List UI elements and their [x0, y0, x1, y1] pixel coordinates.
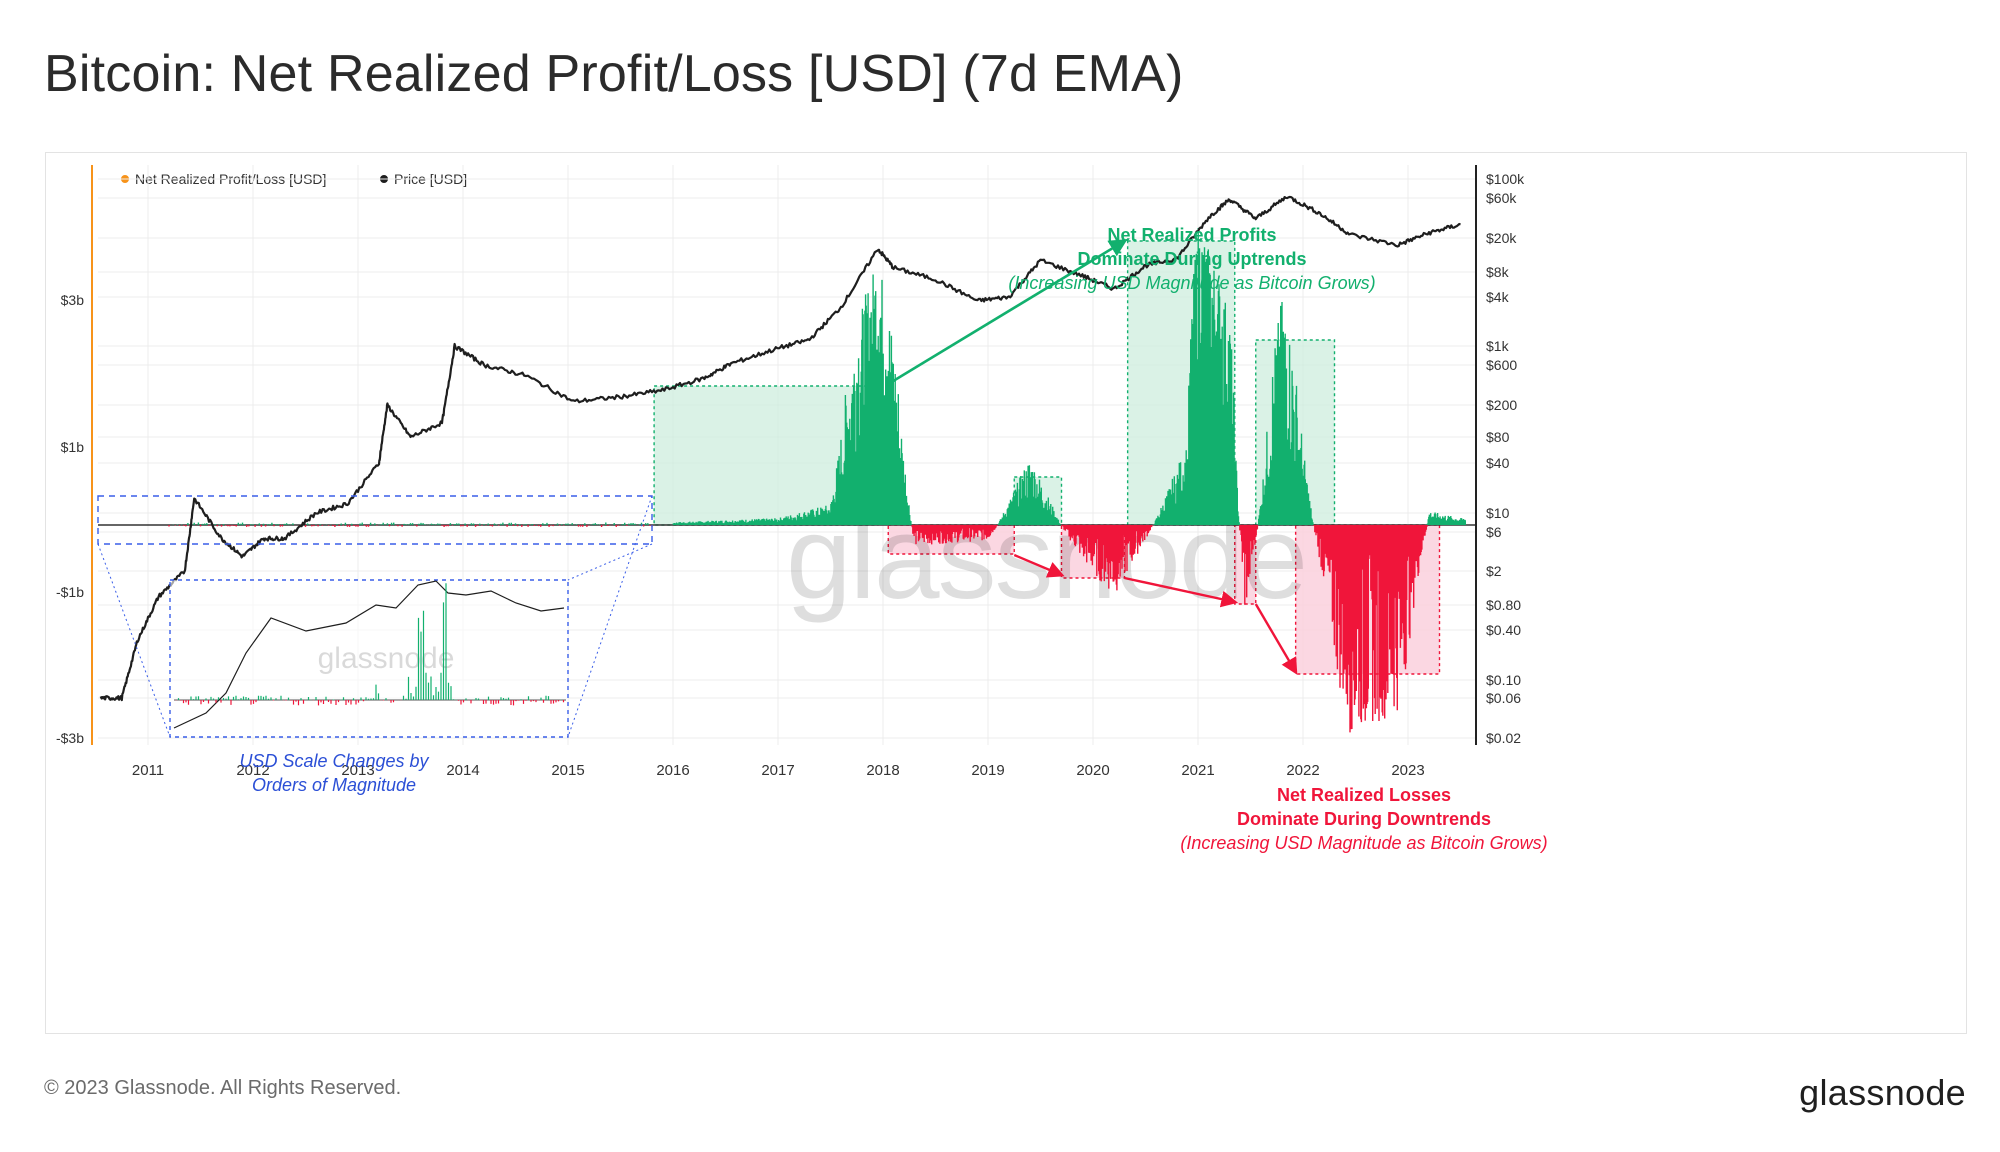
right-axis-tick-label: $8k — [1486, 264, 1510, 280]
chart: Net Realized Profit/Loss [USD] Price [US… — [56, 165, 1548, 853]
profit-annotation: Net Realized Profits Dominate During Upt… — [1008, 225, 1375, 293]
price-series — [99, 195, 1461, 702]
profit-annotation-line1: Net Realized Profits — [1107, 225, 1276, 245]
right-axis-tick-label: $0.80 — [1486, 597, 1521, 613]
x-axis-tick-label: 2013 — [341, 762, 374, 779]
x-axis-tick-label: 2016 — [656, 762, 689, 779]
copyright-footer: © 2023 Glassnode. All Rights Reserved. — [44, 1077, 402, 1099]
x-axis-tick-label: 2012 — [236, 762, 269, 779]
net-loss-series — [168, 525, 1428, 733]
x-axis-tick-label: 2011 — [132, 762, 164, 779]
left-axis-tick-label: $1b — [61, 439, 85, 455]
loss-annotation: Net Realized Losses Dominate During Down… — [1180, 785, 1547, 853]
x-axis-tick-label: 2017 — [761, 762, 794, 779]
profit-annotation-line3: (Increasing USD Magnitude as Bitcoin Gro… — [1008, 273, 1375, 293]
inset-annotation-line1: USD Scale Changes by — [239, 751, 429, 771]
series — [98, 195, 1476, 733]
right-axis-tick-label: $60k — [1486, 190, 1517, 206]
x-axis-tick-label: 2021 — [1181, 762, 1214, 779]
right-axis-tick-label: $10 — [1486, 505, 1510, 521]
inset-connector-right — [567, 543, 653, 581]
inset-zoom: glassnode — [97, 495, 653, 738]
right-axis-tick-label: $6 — [1486, 524, 1502, 540]
x-axis-tick-label: 2020 — [1076, 762, 1109, 779]
loss-arrow-3 — [1254, 603, 1298, 675]
x-axis-tick-label: 2022 — [1286, 762, 1319, 779]
inset-annotation-line2: Orders of Magnitude — [252, 775, 416, 795]
net-profit-series — [172, 228, 1466, 525]
right-axis-tick-label: $0.06 — [1486, 690, 1521, 706]
right-axis-tick-label: $2 — [1486, 563, 1502, 579]
chart-panel: Net Realized Profit/Loss [USD] Price [US… — [45, 152, 1967, 1034]
right-axis-tick-label: $40 — [1486, 455, 1510, 471]
loss-annotation-line2: Dominate During Downtrends — [1237, 809, 1491, 829]
left-axis-tick-label: -$3b — [56, 730, 84, 746]
profit-arrow — [887, 239, 1128, 386]
right-axis-tick-label: $100k — [1486, 171, 1525, 187]
right-axis-tick-label: $600 — [1486, 357, 1517, 373]
left-axis-tick-label: $3b — [61, 292, 85, 308]
right-axis-tick-label: $1k — [1486, 338, 1510, 354]
loss-arrow-2 — [1124, 576, 1239, 608]
x-axis-tick-label: 2018 — [866, 762, 899, 779]
inset-watermark: glassnode — [318, 642, 455, 675]
x-axis-tick-label: 2015 — [551, 762, 584, 779]
inset-annotation: USD Scale Changes by Orders of Magnitude — [239, 751, 429, 795]
right-axis-tick-label: $200 — [1486, 397, 1517, 413]
inset-profit-series — [177, 583, 562, 700]
right-axis-tick-label: $4k — [1486, 289, 1510, 305]
x-axis-tick-label: 2023 — [1391, 762, 1424, 779]
right-axis-tick-label: $0.10 — [1486, 672, 1521, 688]
right-axis-tick-label: $0.02 — [1486, 730, 1521, 746]
right-axis-tick-label: $80 — [1486, 429, 1510, 445]
left-axis-tick-label: -$1b — [56, 584, 84, 600]
inset-box — [169, 579, 569, 738]
loss-arrow-1 — [1013, 553, 1065, 578]
inset-loss-series — [175, 700, 565, 706]
axes: $3b $1b -$1b -$3b $100k $60k $20k $8k $4k $1k $600… — [56, 165, 1525, 779]
x-axis-tick-label: 2019 — [971, 762, 1004, 779]
x-axis-tick-label: 2014 — [446, 762, 479, 779]
profit-annotation-line2: Dominate During Uptrends — [1077, 249, 1306, 269]
right-axis-tick-label: $20k — [1486, 230, 1517, 246]
inset-connector-left — [97, 543, 171, 738]
loss-annotation-line3: (Increasing USD Magnitude as Bitcoin Gro… — [1180, 833, 1547, 853]
inset-price-series — [173, 580, 565, 729]
right-axis-tick-label: $0.40 — [1486, 622, 1521, 638]
page-title: Bitcoin: Net Realized Profit/Loss [USD] … — [44, 45, 1184, 103]
loss-annotation-line1: Net Realized Losses — [1277, 785, 1451, 805]
brand-logo: glassnode — [1799, 1072, 1966, 1113]
zoom-source-box — [97, 495, 653, 545]
